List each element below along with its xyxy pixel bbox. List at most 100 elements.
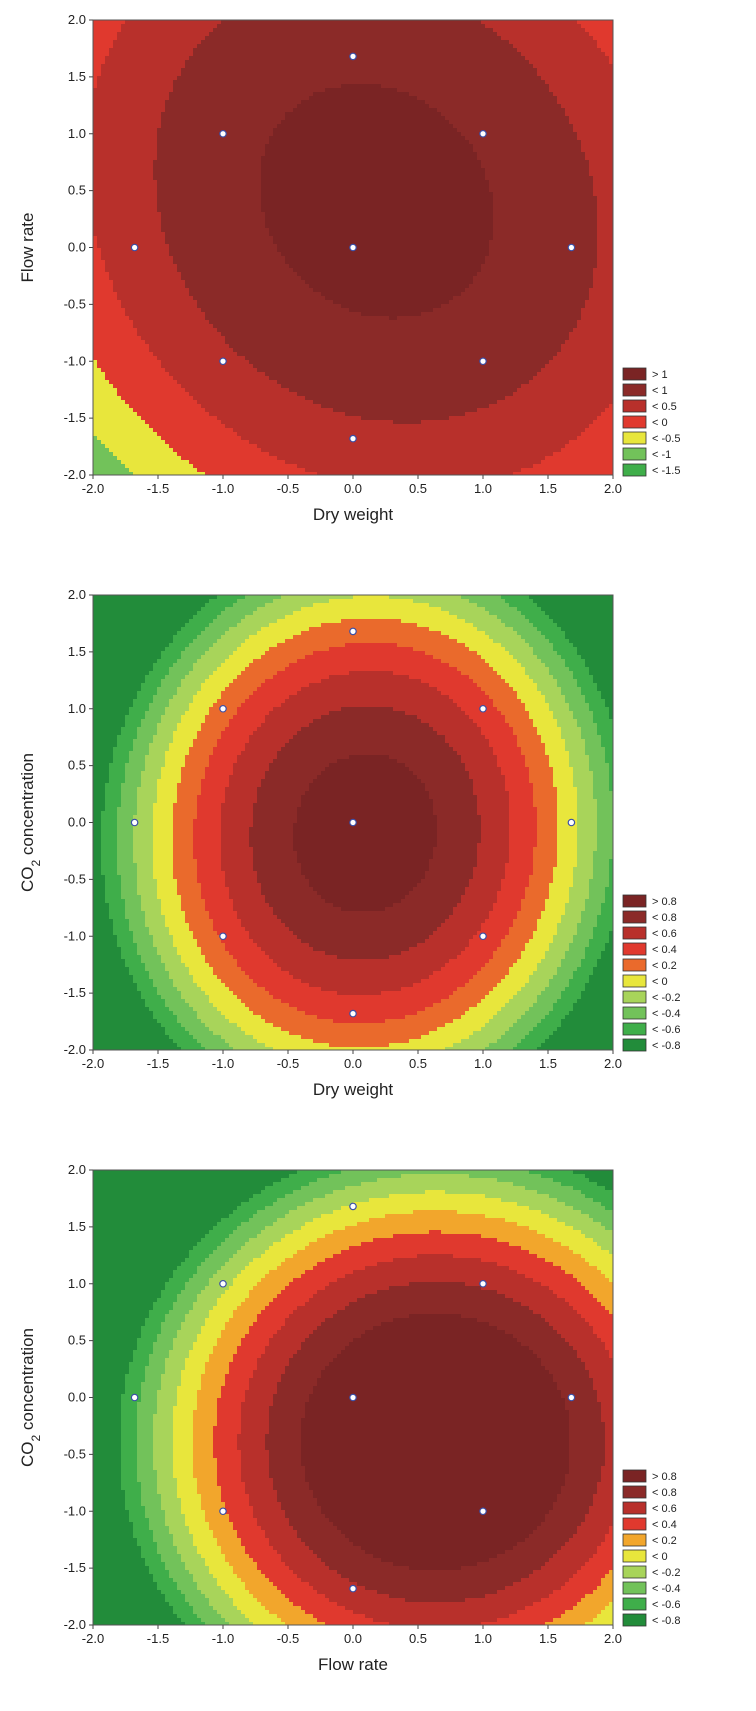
y-tick-label: 0.0 bbox=[68, 1390, 86, 1405]
y-tick-label: -0.5 bbox=[64, 296, 86, 311]
y-tick-label: -1.5 bbox=[64, 410, 86, 425]
design-point bbox=[349, 1202, 357, 1211]
legend-swatch bbox=[622, 926, 647, 940]
legend-label: < 0.2 bbox=[652, 960, 677, 972]
y-tick-label: -1.0 bbox=[64, 928, 86, 943]
x-tick-label: 0.5 bbox=[409, 481, 427, 496]
design-point bbox=[130, 818, 139, 827]
legend-label: < 1 bbox=[652, 385, 668, 397]
x-tick-label: -1.0 bbox=[212, 1056, 234, 1071]
legend-swatch bbox=[622, 1597, 647, 1611]
y-tick-label: -2.0 bbox=[64, 467, 86, 482]
x-tick-label: -2.0 bbox=[82, 1056, 104, 1071]
design-point bbox=[349, 1009, 357, 1018]
legend-swatch bbox=[622, 1517, 647, 1531]
y-tick-label: 0.0 bbox=[68, 815, 86, 830]
y-tick-label: -1.5 bbox=[64, 985, 86, 1000]
design-point bbox=[349, 1584, 357, 1593]
y-tick-label: -1.5 bbox=[64, 1560, 86, 1575]
legend-label: < 0 bbox=[652, 976, 668, 988]
y-axis-label: Flow rate bbox=[18, 213, 37, 283]
design-point bbox=[219, 1279, 227, 1288]
legend-swatch bbox=[622, 367, 647, 381]
y-tick-label: -2.0 bbox=[64, 1617, 86, 1632]
x-tick-label: 2.0 bbox=[604, 1056, 622, 1071]
legend-label: < -0.5 bbox=[652, 433, 680, 445]
x-tick-label: 1.5 bbox=[539, 1631, 557, 1646]
legend-swatch bbox=[622, 383, 647, 397]
legend-label: < 0 bbox=[652, 417, 668, 429]
legend-label: < -0.6 bbox=[652, 1024, 680, 1036]
legend-swatch bbox=[622, 974, 647, 988]
x-tick-label: 0.5 bbox=[409, 1631, 427, 1646]
x-tick-label: -1.0 bbox=[212, 1631, 234, 1646]
x-tick-label: -0.5 bbox=[277, 1631, 299, 1646]
design-point bbox=[219, 1507, 227, 1516]
y-tick-label: 0.5 bbox=[68, 1333, 86, 1348]
x-tick-label: -0.5 bbox=[277, 1056, 299, 1071]
x-tick-label: -1.5 bbox=[147, 1056, 169, 1071]
legend-label: < 0.8 bbox=[652, 912, 677, 924]
legend-label: < 0.5 bbox=[652, 401, 677, 413]
legend-label: > 1 bbox=[652, 369, 668, 381]
legend-swatch bbox=[622, 431, 647, 445]
x-tick-label: 1.0 bbox=[474, 481, 492, 496]
legend-swatch bbox=[622, 894, 647, 908]
y-tick-label: 1.0 bbox=[68, 1276, 86, 1291]
legend-label: < -1 bbox=[652, 449, 671, 461]
contour-surface bbox=[93, 20, 614, 476]
design-point bbox=[479, 357, 487, 366]
legend-swatch bbox=[622, 990, 647, 1004]
contour-surface bbox=[93, 1170, 614, 1626]
x-axis-label: Dry weight bbox=[313, 1080, 394, 1099]
y-tick-label: 0.5 bbox=[68, 183, 86, 198]
design-point bbox=[479, 704, 487, 713]
x-tick-label: -2.0 bbox=[82, 1631, 104, 1646]
legend-swatch bbox=[622, 942, 647, 956]
x-tick-label: 1.5 bbox=[539, 1056, 557, 1071]
design-point bbox=[349, 1393, 357, 1402]
x-tick-label: -2.0 bbox=[82, 481, 104, 496]
x-tick-label: -1.5 bbox=[147, 481, 169, 496]
legend-label: < 0.6 bbox=[652, 1503, 677, 1515]
x-tick-label: 1.0 bbox=[474, 1056, 492, 1071]
legend-label: < -0.2 bbox=[652, 992, 680, 1004]
design-point bbox=[349, 243, 357, 252]
y-tick-label: 1.5 bbox=[68, 69, 86, 84]
legend-label: < -0.8 bbox=[652, 1040, 680, 1052]
x-tick-label: -0.5 bbox=[277, 481, 299, 496]
legend-label: < -0.6 bbox=[652, 1599, 680, 1611]
legend-label: < -0.8 bbox=[652, 1615, 680, 1627]
legend-swatch bbox=[622, 1565, 647, 1579]
contour-surface bbox=[93, 595, 614, 1051]
design-point bbox=[219, 357, 227, 366]
x-axis-label: Dry weight bbox=[313, 505, 394, 524]
legend-swatch bbox=[622, 1549, 647, 1563]
x-tick-label: 2.0 bbox=[604, 481, 622, 496]
contour-panel-2: -2.0 -1.5 -1.0 -0.5 0.0 0.5 1.0 1.5 2.0 -2.0 -1.5 -… bbox=[18, 587, 680, 1099]
y-tick-label: 2.0 bbox=[68, 587, 86, 602]
design-point bbox=[349, 818, 357, 827]
y-tick-label: -1.0 bbox=[64, 1503, 86, 1518]
legend-label: < -1.5 bbox=[652, 465, 680, 477]
legend-swatch bbox=[622, 1533, 647, 1547]
design-point bbox=[567, 818, 576, 827]
y-tick-label: 0.0 bbox=[68, 240, 86, 255]
y-tick-label: -2.0 bbox=[64, 1042, 86, 1057]
legend-swatch bbox=[622, 958, 647, 972]
design-point bbox=[479, 1279, 487, 1288]
legend: > 1 < 1 < 0.5 < 0 < -0.5 < -1 < -1.5 bbox=[622, 367, 680, 477]
legend-swatch bbox=[622, 1006, 647, 1020]
legend-swatch bbox=[622, 1613, 647, 1627]
x-tick-label: 1.5 bbox=[539, 481, 557, 496]
y-axis-label: CO2 concentration bbox=[18, 1328, 43, 1467]
legend-label: < 0.8 bbox=[652, 1487, 677, 1499]
design-point bbox=[567, 1393, 576, 1402]
legend-swatch bbox=[622, 1501, 647, 1515]
legend-swatch bbox=[622, 415, 647, 429]
x-tick-label: 0.0 bbox=[344, 1631, 362, 1646]
y-axis-label: CO2 concentration bbox=[18, 753, 43, 892]
x-tick-label: 0.5 bbox=[409, 1056, 427, 1071]
x-tick-label: 0.0 bbox=[344, 1056, 362, 1071]
